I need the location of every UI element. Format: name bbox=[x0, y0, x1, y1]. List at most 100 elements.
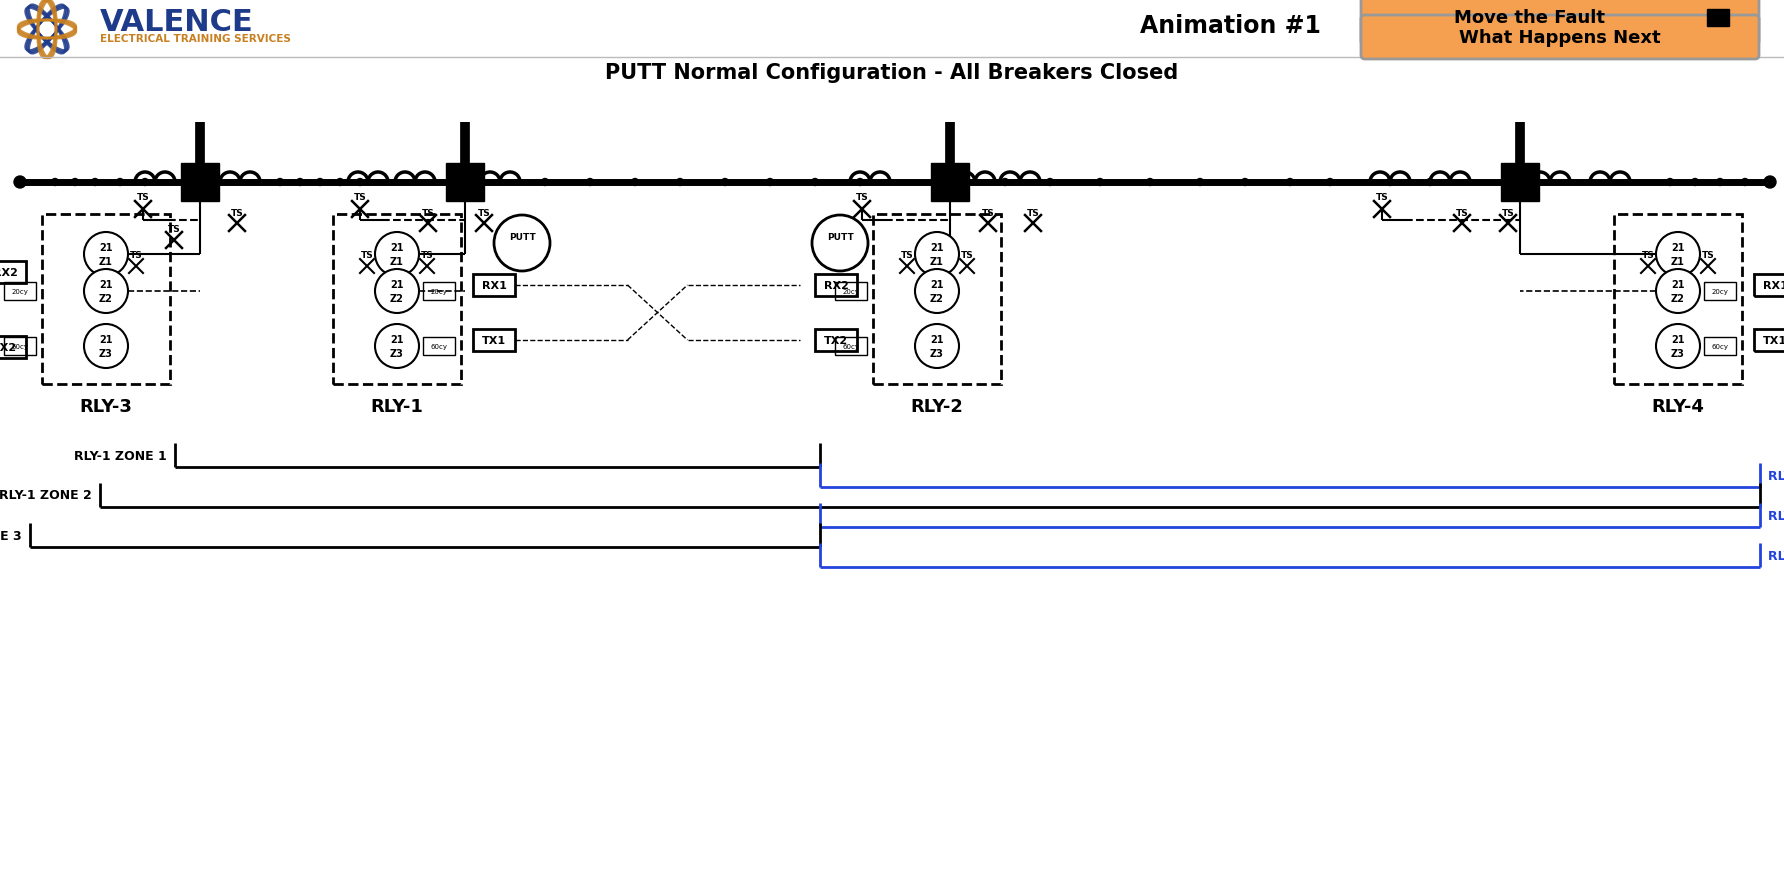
Circle shape bbox=[277, 179, 284, 186]
Circle shape bbox=[587, 179, 594, 186]
FancyBboxPatch shape bbox=[1361, 0, 1759, 46]
Text: TX2: TX2 bbox=[0, 343, 18, 353]
Text: RLY-1 ZONE 3: RLY-1 ZONE 3 bbox=[0, 529, 21, 542]
Text: 60cy: 60cy bbox=[11, 344, 29, 350]
Text: 21: 21 bbox=[929, 335, 944, 345]
Circle shape bbox=[632, 179, 639, 186]
Circle shape bbox=[1691, 179, 1698, 186]
Text: 21: 21 bbox=[391, 280, 403, 289]
Circle shape bbox=[84, 232, 128, 276]
Circle shape bbox=[296, 179, 303, 186]
Circle shape bbox=[357, 179, 364, 186]
Text: 21: 21 bbox=[1672, 243, 1684, 253]
Text: 21: 21 bbox=[1672, 280, 1684, 289]
Text: Z3: Z3 bbox=[100, 348, 112, 359]
Text: RLY-2 ZONE 1: RLY-2 ZONE 1 bbox=[1768, 469, 1784, 482]
Text: 21: 21 bbox=[100, 335, 112, 345]
Circle shape bbox=[721, 179, 728, 186]
Circle shape bbox=[1427, 179, 1434, 186]
Text: Z2: Z2 bbox=[100, 294, 112, 303]
Text: TS: TS bbox=[421, 208, 434, 217]
Circle shape bbox=[375, 324, 419, 368]
Text: TX2: TX2 bbox=[824, 336, 847, 346]
Text: TS: TS bbox=[1456, 208, 1468, 217]
FancyBboxPatch shape bbox=[1361, 16, 1759, 60]
Text: RX2: RX2 bbox=[824, 281, 849, 290]
Circle shape bbox=[1656, 324, 1700, 368]
Text: TS: TS bbox=[1702, 250, 1714, 260]
Bar bbox=[1754, 330, 1784, 352]
Circle shape bbox=[316, 179, 323, 186]
Text: TS: TS bbox=[230, 208, 243, 217]
Circle shape bbox=[1047, 179, 1054, 186]
Text: 20cy: 20cy bbox=[11, 289, 29, 295]
Bar bbox=[43, 215, 169, 384]
Text: RX2: RX2 bbox=[0, 267, 18, 278]
Text: Z1: Z1 bbox=[100, 257, 112, 267]
Text: TS: TS bbox=[960, 250, 974, 260]
Text: 60cy: 60cy bbox=[842, 344, 860, 350]
Text: TS: TS bbox=[901, 250, 913, 260]
Text: Z2: Z2 bbox=[1672, 294, 1684, 303]
Circle shape bbox=[116, 179, 123, 186]
Text: 60cy: 60cy bbox=[1711, 344, 1729, 350]
Circle shape bbox=[1656, 232, 1700, 276]
Circle shape bbox=[915, 324, 960, 368]
Circle shape bbox=[1147, 179, 1154, 186]
Circle shape bbox=[676, 179, 683, 186]
Text: RLY-4: RLY-4 bbox=[1652, 397, 1704, 416]
Bar bbox=[1707, 10, 1729, 27]
Text: Z3: Z3 bbox=[929, 348, 944, 359]
Text: Z3: Z3 bbox=[391, 348, 403, 359]
Bar bbox=[423, 282, 455, 301]
Text: TS: TS bbox=[421, 250, 434, 260]
Text: TS: TS bbox=[1502, 208, 1515, 217]
Text: 21: 21 bbox=[929, 243, 944, 253]
Text: RLY-3: RLY-3 bbox=[80, 397, 132, 416]
Text: RX1: RX1 bbox=[482, 281, 507, 290]
Text: TX1: TX1 bbox=[482, 336, 507, 346]
Text: Move the Fault: Move the Fault bbox=[1454, 9, 1606, 27]
Circle shape bbox=[375, 232, 419, 276]
Text: 20cy: 20cy bbox=[842, 289, 860, 295]
Circle shape bbox=[71, 179, 78, 186]
Text: 20cy: 20cy bbox=[1711, 289, 1729, 295]
Bar bbox=[446, 164, 483, 202]
Circle shape bbox=[91, 179, 98, 186]
Text: RLY-2: RLY-2 bbox=[910, 397, 963, 416]
Text: PUTT: PUTT bbox=[508, 233, 535, 242]
Circle shape bbox=[1386, 179, 1393, 186]
Circle shape bbox=[812, 179, 819, 186]
Circle shape bbox=[337, 179, 344, 186]
Circle shape bbox=[856, 179, 863, 186]
Bar bbox=[423, 338, 455, 355]
Text: 20cy: 20cy bbox=[430, 289, 448, 295]
Text: TS: TS bbox=[1375, 193, 1388, 203]
Circle shape bbox=[915, 270, 960, 314]
Bar bbox=[4, 338, 36, 355]
Text: RLY-1: RLY-1 bbox=[371, 397, 423, 416]
Circle shape bbox=[494, 216, 549, 272]
Text: VALENCE: VALENCE bbox=[100, 8, 253, 37]
Bar bbox=[180, 164, 219, 202]
Bar bbox=[1704, 338, 1736, 355]
Circle shape bbox=[1242, 179, 1249, 186]
Text: 21: 21 bbox=[929, 280, 944, 289]
Text: What Happens Next: What Happens Next bbox=[1459, 29, 1661, 47]
Circle shape bbox=[14, 177, 27, 189]
Bar bbox=[931, 164, 969, 202]
Text: PUTT Normal Configuration - All Breakers Closed: PUTT Normal Configuration - All Breakers… bbox=[605, 63, 1179, 83]
Circle shape bbox=[375, 270, 419, 314]
Bar bbox=[1500, 164, 1540, 202]
Text: TS: TS bbox=[856, 193, 869, 203]
Text: TS: TS bbox=[360, 250, 373, 260]
Text: 21: 21 bbox=[100, 243, 112, 253]
Circle shape bbox=[767, 179, 774, 186]
Circle shape bbox=[141, 179, 148, 186]
Circle shape bbox=[1666, 179, 1673, 186]
Text: 21: 21 bbox=[1672, 335, 1684, 345]
Circle shape bbox=[542, 179, 548, 186]
Bar bbox=[473, 330, 516, 352]
Text: 21: 21 bbox=[100, 280, 112, 289]
Text: 60cy: 60cy bbox=[430, 344, 448, 350]
